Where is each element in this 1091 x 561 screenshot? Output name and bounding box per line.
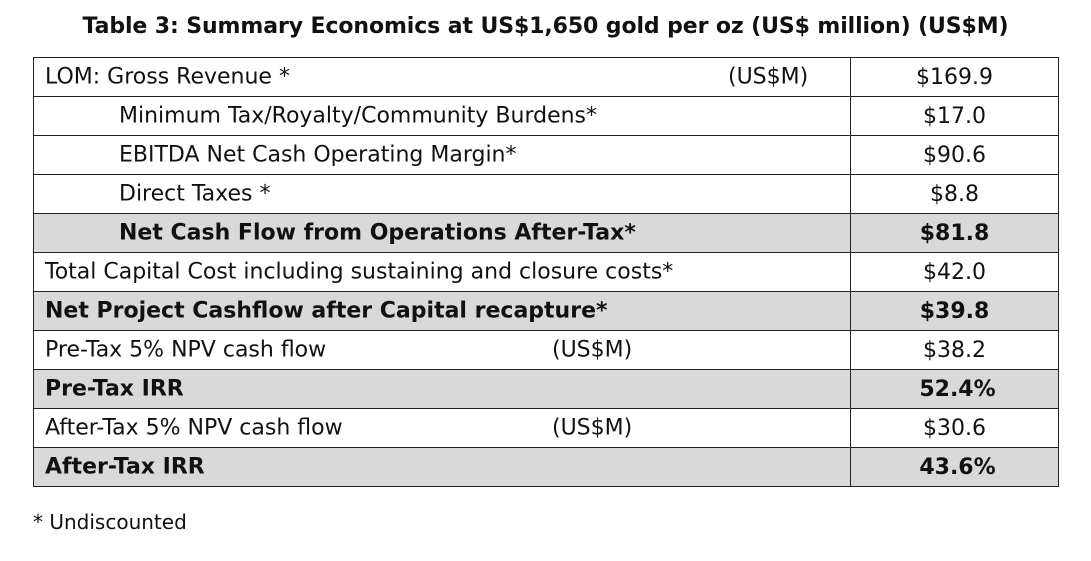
row-value: $90.6 bbox=[923, 142, 986, 168]
row-value: $169.9 bbox=[916, 64, 993, 90]
row-value-cell: 52.4% bbox=[850, 369, 1059, 409]
row-label: Pre-Tax IRR bbox=[45, 376, 184, 402]
row-label: After-Tax 5% NPV cash flow bbox=[45, 415, 343, 441]
row-value: $38.2 bbox=[923, 337, 986, 363]
row-value-cell: $38.2 bbox=[850, 330, 1059, 370]
row-label: Net Project Cashflow after Capital recap… bbox=[45, 298, 608, 324]
row-value-cell: $17.0 bbox=[850, 96, 1059, 136]
row-label-cell: Pre-Tax IRR bbox=[33, 369, 851, 409]
table-row: Pre-Tax IRR 52.4% bbox=[33, 369, 1059, 409]
row-label-cell: Minimum Tax/Royalty/Community Burdens* bbox=[33, 96, 851, 136]
row-value: 43.6% bbox=[919, 454, 996, 480]
row-value-cell: $81.8 bbox=[850, 213, 1059, 253]
table-row: Net Cash Flow from Operations After-Tax*… bbox=[33, 213, 1059, 253]
row-value-cell: $169.9 bbox=[850, 57, 1059, 97]
row-value-cell: $90.6 bbox=[850, 135, 1059, 175]
row-label: After-Tax IRR bbox=[45, 454, 205, 480]
row-label-cell: Net Cash Flow from Operations After-Tax* bbox=[33, 213, 851, 253]
row-value: $39.8 bbox=[919, 298, 990, 324]
row-label: LOM: Gross Revenue * bbox=[45, 64, 290, 90]
row-label-cell: Total Capital Cost including sustaining … bbox=[33, 252, 851, 292]
table-row: Pre-Tax 5% NPV cash flow (US$M) $38.2 bbox=[33, 330, 1059, 370]
table-title: Table 3: Summary Economics at US$1,650 g… bbox=[82, 14, 1009, 39]
row-unit: (US$M) bbox=[728, 64, 809, 90]
row-value: $30.6 bbox=[923, 415, 986, 441]
row-label: Total Capital Cost including sustaining … bbox=[45, 259, 674, 285]
table-row: Direct Taxes * $8.8 bbox=[33, 174, 1059, 214]
row-unit: (US$M) bbox=[552, 415, 633, 441]
row-label-cell: Pre-Tax 5% NPV cash flow (US$M) bbox=[33, 330, 851, 370]
row-label-cell: Net Project Cashflow after Capital recap… bbox=[33, 291, 851, 331]
row-label-cell: Direct Taxes * bbox=[33, 174, 851, 214]
table-row: After-Tax 5% NPV cash flow (US$M) $30.6 bbox=[33, 408, 1059, 448]
table-row: EBITDA Net Cash Operating Margin* $90.6 bbox=[33, 135, 1059, 175]
row-label-cell: LOM: Gross Revenue * (US$M) bbox=[33, 57, 851, 97]
row-value-cell: $30.6 bbox=[850, 408, 1059, 448]
row-label: EBITDA Net Cash Operating Margin* bbox=[119, 142, 517, 168]
row-label: Direct Taxes * bbox=[119, 181, 271, 207]
row-unit: (US$M) bbox=[552, 337, 633, 363]
row-value: $81.8 bbox=[919, 220, 990, 246]
row-value-cell: $42.0 bbox=[850, 252, 1059, 292]
row-label: Pre-Tax 5% NPV cash flow bbox=[45, 337, 327, 363]
row-label-cell: EBITDA Net Cash Operating Margin* bbox=[33, 135, 851, 175]
table-row: Minimum Tax/Royalty/Community Burdens* $… bbox=[33, 96, 1059, 136]
row-value: 52.4% bbox=[919, 376, 996, 402]
row-value: $8.8 bbox=[930, 181, 979, 207]
table-row: Net Project Cashflow after Capital recap… bbox=[33, 291, 1059, 331]
row-value: $17.0 bbox=[923, 103, 986, 129]
row-value: $42.0 bbox=[923, 259, 986, 285]
row-value-cell: $8.8 bbox=[850, 174, 1059, 214]
row-label-cell: After-Tax 5% NPV cash flow (US$M) bbox=[33, 408, 851, 448]
table-row: After-Tax IRR 43.6% bbox=[33, 447, 1059, 487]
footnote: * Undiscounted bbox=[33, 510, 187, 534]
row-value-cell: 43.6% bbox=[850, 447, 1059, 487]
table-row: Total Capital Cost including sustaining … bbox=[33, 252, 1059, 292]
summary-economics-table: LOM: Gross Revenue * (US$M) $169.9 Minim… bbox=[33, 57, 1059, 487]
row-label: Net Cash Flow from Operations After-Tax* bbox=[119, 220, 636, 246]
row-value-cell: $39.8 bbox=[850, 291, 1059, 331]
row-label: Minimum Tax/Royalty/Community Burdens* bbox=[119, 103, 598, 129]
table-row: LOM: Gross Revenue * (US$M) $169.9 bbox=[33, 57, 1059, 97]
row-label-cell: After-Tax IRR bbox=[33, 447, 851, 487]
